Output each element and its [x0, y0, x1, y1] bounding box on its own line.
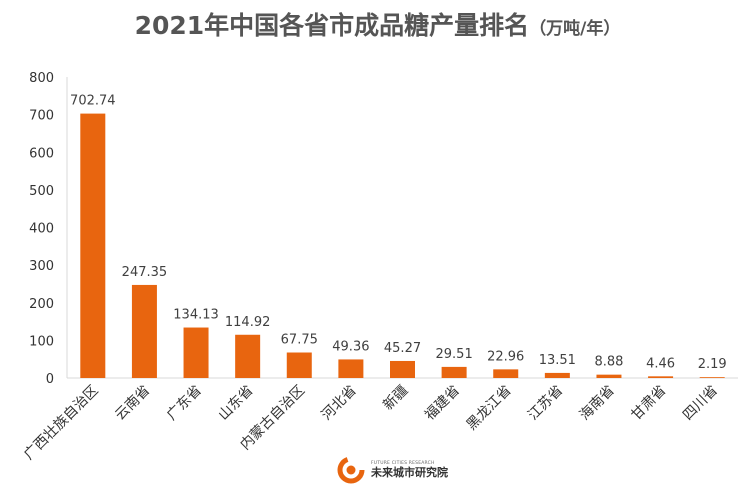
logo-name-cn: 未来城市研究院	[371, 466, 448, 480]
x-tick-label: 广西壮族自治区	[21, 383, 102, 464]
x-tick-label: 四川省	[680, 383, 721, 424]
y-tick-label: 700	[29, 109, 54, 124]
x-tick-label: 广东省	[164, 383, 205, 424]
bar	[80, 113, 106, 378]
y-tick-label: 100	[29, 334, 54, 349]
data-label: 247.35	[122, 265, 168, 280]
data-label: 22.96	[487, 349, 524, 364]
x-tick-label: 云南省	[112, 383, 153, 424]
y-tick-label: 300	[29, 259, 54, 274]
watermark-logo: FUTURE CITIES RESEARCH 未来城市研究院	[336, 455, 448, 485]
bar	[596, 374, 622, 378]
logo-icon	[337, 456, 365, 484]
data-label: 45.27	[384, 341, 421, 356]
y-tick-label: 600	[29, 146, 54, 161]
x-tick-label: 江苏省	[525, 383, 566, 424]
x-tick-label: 甘肃省	[628, 383, 669, 424]
data-label: 13.51	[539, 353, 576, 368]
bar	[544, 372, 570, 378]
x-tick-label: 黑龙江省	[464, 383, 515, 434]
bar	[183, 327, 209, 378]
data-label: 2.19	[698, 357, 727, 372]
bar	[131, 284, 157, 378]
x-tick-label: 山东省	[215, 383, 256, 424]
y-tick-label: 400	[29, 222, 54, 237]
logo-name-en: FUTURE CITIES RESEARCH	[371, 460, 435, 466]
logo-text: FUTURE CITIES RESEARCH 未来城市研究院	[371, 460, 448, 480]
bar	[286, 352, 312, 378]
data-label: 114.92	[225, 315, 271, 330]
data-label: 4.46	[646, 356, 675, 371]
bar	[390, 360, 415, 378]
x-tick-label: 新疆	[380, 383, 411, 414]
data-label: 29.51	[436, 347, 473, 362]
bar	[338, 359, 364, 378]
chart-title: 2021年中国各省市成品糖产量排名（万吨/年）	[0, 6, 755, 42]
bar	[493, 369, 519, 378]
chart-title-unit: （万吨/年）	[529, 19, 621, 39]
bar	[441, 366, 467, 378]
data-label: 67.75	[281, 333, 318, 348]
data-label: 134.13	[173, 308, 219, 323]
y-tick-label: 200	[29, 297, 54, 312]
bar	[699, 377, 725, 378]
bar	[235, 334, 261, 378]
y-tick-label: 800	[29, 71, 54, 86]
chart-title-main: 2021年中国各省市成品糖产量排名	[134, 11, 530, 40]
bar	[648, 376, 674, 378]
x-tick-label: 河北省	[319, 383, 360, 424]
data-label: 8.88	[594, 355, 623, 370]
x-tick-label: 海南省	[577, 383, 618, 424]
data-label: 49.36	[332, 339, 369, 354]
y-tick-label: 0	[46, 372, 54, 387]
x-tick-label: 福建省	[422, 383, 463, 424]
y-tick-label: 500	[29, 184, 54, 199]
data-label: 702.74	[70, 94, 116, 109]
